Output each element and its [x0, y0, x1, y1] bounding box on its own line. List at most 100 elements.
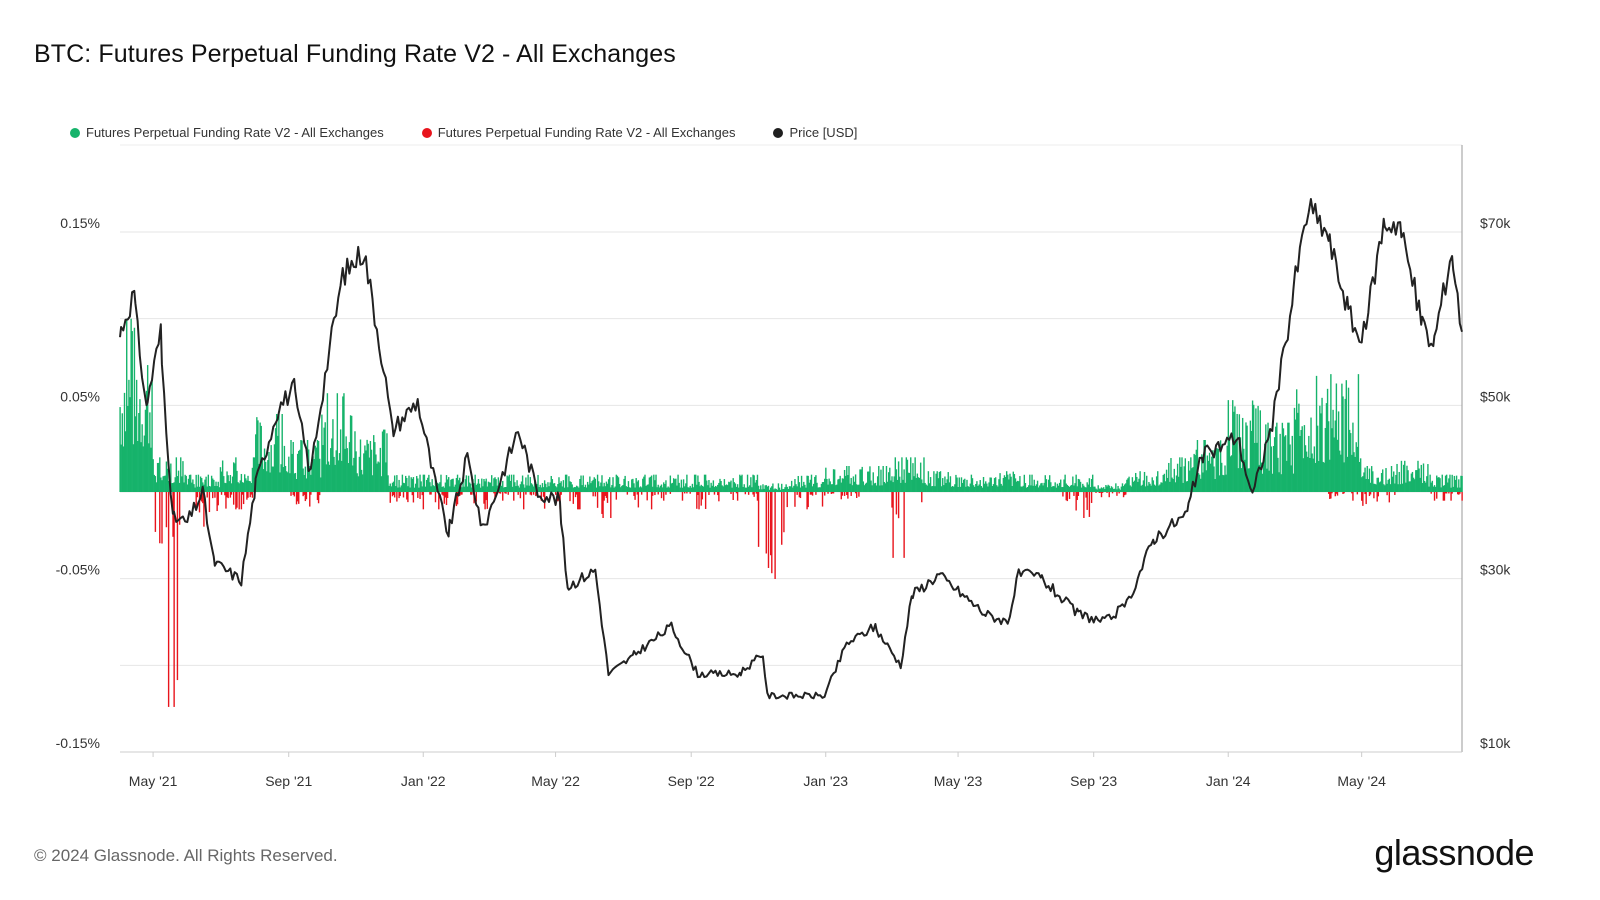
funding-bar-positive: [1378, 482, 1381, 492]
funding-bar-positive: [358, 456, 361, 492]
funding-bar-positive: [220, 471, 223, 492]
funding-bar-positive: [524, 487, 526, 492]
funding-bar-positive: [198, 486, 201, 492]
funding-bar-positive: [698, 481, 700, 492]
x-tick-label: May '21: [129, 773, 178, 789]
funding-bar-positive: [1248, 468, 1250, 492]
funding-bar-positive: [514, 482, 516, 492]
funding-bar-positive: [1020, 486, 1022, 492]
funding-bar-positive: [1121, 483, 1124, 492]
legend-item-price[interactable]: Price [USD]: [773, 125, 857, 140]
funding-bar-positive: [451, 478, 453, 492]
funding-bar-positive: [1385, 468, 1387, 492]
funding-bar-positive: [1365, 478, 1367, 492]
funding-bar-positive: [1299, 435, 1301, 492]
funding-bar-positive: [1125, 483, 1127, 492]
funding-bar-positive: [1134, 472, 1137, 492]
funding-bar-positive: [1394, 483, 1396, 492]
funding-bar-positive: [675, 478, 677, 492]
funding-bar-positive: [681, 487, 684, 492]
funding-bar-positive: [1203, 440, 1205, 492]
funding-bar-positive: [144, 409, 147, 492]
funding-bar-positive: [921, 479, 923, 492]
funding-bar-positive: [318, 458, 321, 492]
funding-bar-positive: [749, 485, 751, 492]
funding-bar-positive: [1186, 481, 1189, 492]
funding-bar-positive: [1091, 474, 1094, 492]
funding-bar-positive: [766, 486, 769, 492]
funding-bar-negative: [1365, 492, 1367, 505]
funding-bar-negative: [532, 492, 535, 495]
funding-bar-positive: [1430, 482, 1432, 492]
funding-bar-positive: [431, 479, 433, 492]
chart-title: BTC: Futures Perpetual Funding Rate V2 -…: [34, 40, 676, 68]
funding-bar-negative: [717, 492, 719, 496]
funding-bar-positive: [732, 478, 734, 492]
funding-bar-negative: [686, 492, 688, 494]
x-tick-label: Jan '24: [1206, 773, 1251, 789]
funding-bar-positive: [1180, 466, 1182, 492]
funding-bar-positive: [656, 487, 658, 492]
funding-bar-positive: [574, 487, 577, 492]
funding-bar-positive: [600, 482, 602, 492]
funding-bar-positive: [167, 480, 170, 492]
legend-item-negative-funding[interactable]: Futures Perpetual Funding Rate V2 - All …: [421, 125, 735, 140]
funding-bar-positive: [974, 486, 976, 492]
funding-bar-positive: [599, 486, 601, 492]
funding-bar-negative: [1362, 492, 1364, 506]
funding-bar-positive: [567, 487, 569, 492]
funding-bar-positive: [130, 318, 132, 492]
funding-bar-negative: [718, 492, 720, 502]
price-line: [119, 198, 1463, 700]
funding-bar-positive: [1413, 479, 1416, 492]
funding-bar-positive: [145, 390, 148, 492]
funding-bar-positive: [142, 446, 144, 492]
funding-bar-negative: [295, 492, 298, 505]
funding-bar-positive: [676, 485, 678, 492]
funding-bar-positive: [1137, 481, 1139, 492]
funding-bar-positive: [1408, 481, 1410, 492]
funding-bar-positive: [1060, 479, 1062, 492]
funding-bar-positive: [983, 483, 986, 492]
funding-bar-positive: [489, 482, 492, 492]
funding-bar-negative: [389, 492, 391, 503]
funding-bar-negative: [1361, 492, 1363, 501]
funding-bar-negative: [843, 492, 846, 496]
funding-bar-positive: [850, 477, 852, 492]
funding-bar-positive: [384, 429, 386, 492]
funding-bar-positive: [272, 466, 275, 492]
funding-bar-positive: [831, 484, 834, 492]
funding-bar-positive: [293, 473, 296, 492]
funding-bar-positive: [1380, 473, 1383, 492]
funding-bar-positive: [1001, 485, 1003, 492]
funding-bar-negative: [560, 492, 562, 495]
funding-bar-positive: [1238, 414, 1241, 492]
funding-bar-positive: [652, 486, 654, 492]
funding-bar-positive: [120, 444, 122, 492]
funding-bar-positive: [522, 484, 525, 492]
funding-bar-positive: [969, 483, 971, 492]
funding-bar-positive: [854, 474, 857, 492]
funding-bar-negative: [1458, 492, 1460, 495]
legend-item-positive-funding[interactable]: Futures Perpetual Funding Rate V2 - All …: [70, 125, 384, 140]
funding-bar-negative: [517, 492, 519, 495]
funding-bar-positive: [582, 475, 584, 492]
funding-bar-positive: [269, 472, 271, 492]
funding-bar-positive: [215, 481, 217, 492]
funding-bar-positive: [710, 482, 712, 492]
funding-bar-negative: [681, 492, 684, 501]
funding-bar-positive: [790, 480, 793, 492]
funding-bar-positive: [894, 457, 897, 492]
funding-bar-positive: [700, 484, 702, 492]
funding-bar-negative: [806, 492, 808, 510]
funding-bar-positive: [236, 470, 238, 492]
funding-bar-negative: [592, 492, 594, 497]
funding-bar-positive: [904, 482, 906, 492]
funding-bar-negative: [238, 492, 240, 510]
funding-bar-positive: [778, 487, 781, 492]
funding-bar-positive: [363, 453, 365, 492]
funding-bar-positive: [325, 464, 328, 492]
funding-bar-positive: [1264, 443, 1266, 492]
funding-bar-positive: [917, 477, 920, 492]
funding-bar-positive: [183, 482, 185, 492]
